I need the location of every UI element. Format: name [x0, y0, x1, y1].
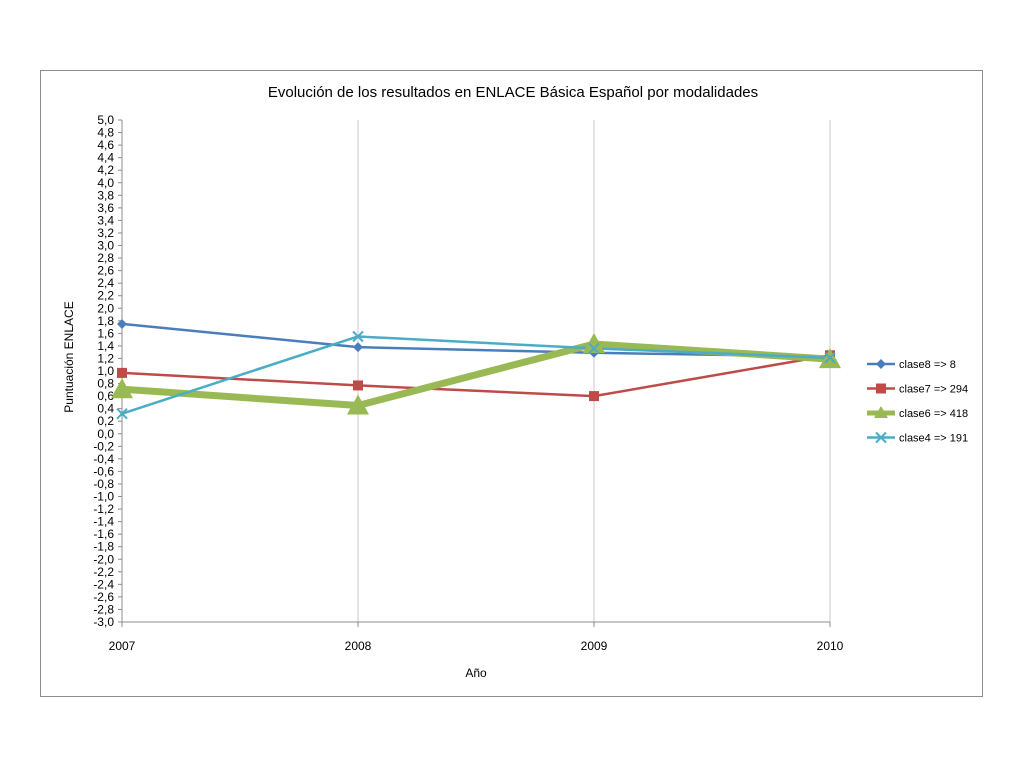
- series-markers: [111, 318, 841, 420]
- y-tick-label: 2,8: [97, 251, 114, 265]
- y-tick-label: 3,4: [97, 213, 114, 227]
- y-tick-label: 2,0: [97, 301, 114, 315]
- y-tick-label: -1,4: [93, 515, 114, 529]
- y-tick-label: 3,0: [97, 239, 114, 253]
- y-tick-label: -0,2: [93, 439, 114, 453]
- y-tick-label: -1,6: [93, 527, 114, 541]
- x-tick-label-2007: 2007: [109, 639, 136, 653]
- y-tick-label: 5,0: [97, 113, 114, 127]
- y-tick-label: 4,0: [97, 176, 114, 190]
- marker-stroke: [116, 407, 128, 420]
- x-tick-label-2010: 2010: [817, 639, 844, 653]
- y-tick-label: -2,4: [93, 577, 114, 591]
- chart-frame: Evolución de los resultados en ENLACE Bá…: [40, 70, 983, 697]
- legend-marker: [874, 406, 888, 418]
- data-point: [116, 407, 128, 420]
- y-tick-label: 0,4: [97, 402, 114, 416]
- legend-label: clase8 => 8: [899, 359, 956, 371]
- grid-lines: [357, 120, 831, 622]
- y-tick-label: -0,8: [93, 477, 114, 491]
- data-point: [353, 380, 363, 391]
- data-point: [117, 367, 127, 378]
- y-tick-label: 4,8: [97, 126, 114, 140]
- y-tick-label: 1,4: [97, 339, 114, 353]
- y-tick-label: 0,0: [97, 427, 114, 441]
- line-chart: Evolución de los resultados en ENLACE Bá…: [62, 84, 968, 680]
- y-tick-label: -0,6: [93, 464, 114, 478]
- y-tick-label: 0,6: [97, 389, 114, 403]
- y-tick-labels: -3,0-2,8-2,6-2,4-2,2-2,0-1,8-1,6-1,4-1,2…: [93, 113, 114, 629]
- legend-item-3: clase6 => 418: [867, 406, 968, 420]
- legend-marker: [875, 431, 887, 444]
- legend-label: clase7 => 294: [899, 384, 968, 396]
- legend-item-1: clase8 => 8: [867, 359, 956, 371]
- y-tick-label: -1,0: [93, 490, 114, 504]
- y-tick-label: 1,6: [97, 326, 114, 340]
- y-tick-label: -0,4: [93, 452, 114, 466]
- y-tick-label: 1,8: [97, 314, 114, 328]
- x-tick-label-2008: 2008: [345, 639, 372, 653]
- y-tick-label: 3,6: [97, 201, 114, 215]
- x-axis-title: Año: [465, 666, 487, 680]
- data-point: [353, 342, 363, 353]
- series-line-3: [121, 340, 831, 410]
- data-point: [588, 342, 600, 355]
- y-tick-label: -2,8: [93, 602, 114, 616]
- chart-title: Evolución de los resultados en ENLACE Bá…: [268, 84, 758, 101]
- y-tick-label: -2,6: [93, 590, 114, 604]
- y-tick-label: 2,6: [97, 264, 114, 278]
- marker-stroke: [824, 352, 836, 364]
- y-tick-label: 0,8: [97, 377, 114, 391]
- data-point: [583, 333, 605, 354]
- legend-marker: [876, 383, 886, 394]
- y-tick-label: 3,2: [97, 226, 114, 240]
- legend-label: clase4 => 191: [899, 433, 968, 445]
- y-axis-title: Puntuación ENLACE: [62, 301, 76, 412]
- y-tick-label: 1,0: [97, 364, 114, 378]
- x-tick-label-2009: 2009: [581, 639, 608, 653]
- series-lines: [121, 322, 831, 415]
- legend: clase8 => 8 clase7 => 294 clase6 => 418 cla…: [867, 359, 968, 445]
- y-tick-label: 0,2: [97, 414, 114, 428]
- y-tick-label: -2,2: [93, 565, 114, 579]
- y-tick-label: -1,2: [93, 502, 114, 516]
- marker-stroke: [588, 342, 600, 355]
- y-tick-label: 3,8: [97, 188, 114, 202]
- y-tick-label: 4,2: [97, 163, 114, 177]
- y-tick-label: -3,0: [93, 615, 114, 629]
- data-point: [589, 391, 599, 402]
- y-tick-label: 4,4: [97, 151, 114, 165]
- data-point: [111, 378, 133, 399]
- data-point: [117, 318, 127, 329]
- y-tick-label: 2,4: [97, 276, 114, 290]
- legend-item-2: clase7 => 294: [867, 383, 968, 396]
- data-point: [347, 394, 369, 415]
- data-point: [352, 330, 364, 343]
- y-tick-label: -2,0: [93, 552, 114, 566]
- y-tick-label: 1,2: [97, 351, 114, 365]
- y-tick-label: 2,2: [97, 289, 114, 303]
- x-tick-labels: 2007 2008 2009 2010: [109, 639, 844, 653]
- legend-marker: [876, 359, 886, 369]
- y-tick-label: 4,6: [97, 138, 114, 152]
- y-tick-label: -1,8: [93, 540, 114, 554]
- marker-stroke: [352, 330, 364, 343]
- series-line-4: [121, 335, 831, 415]
- data-point: [824, 352, 836, 364]
- legend-item-4: clase4 => 191: [867, 431, 968, 445]
- legend-label: clase6 => 418: [899, 408, 968, 420]
- marker-stroke: [875, 431, 887, 444]
- series-line-2: [121, 354, 831, 398]
